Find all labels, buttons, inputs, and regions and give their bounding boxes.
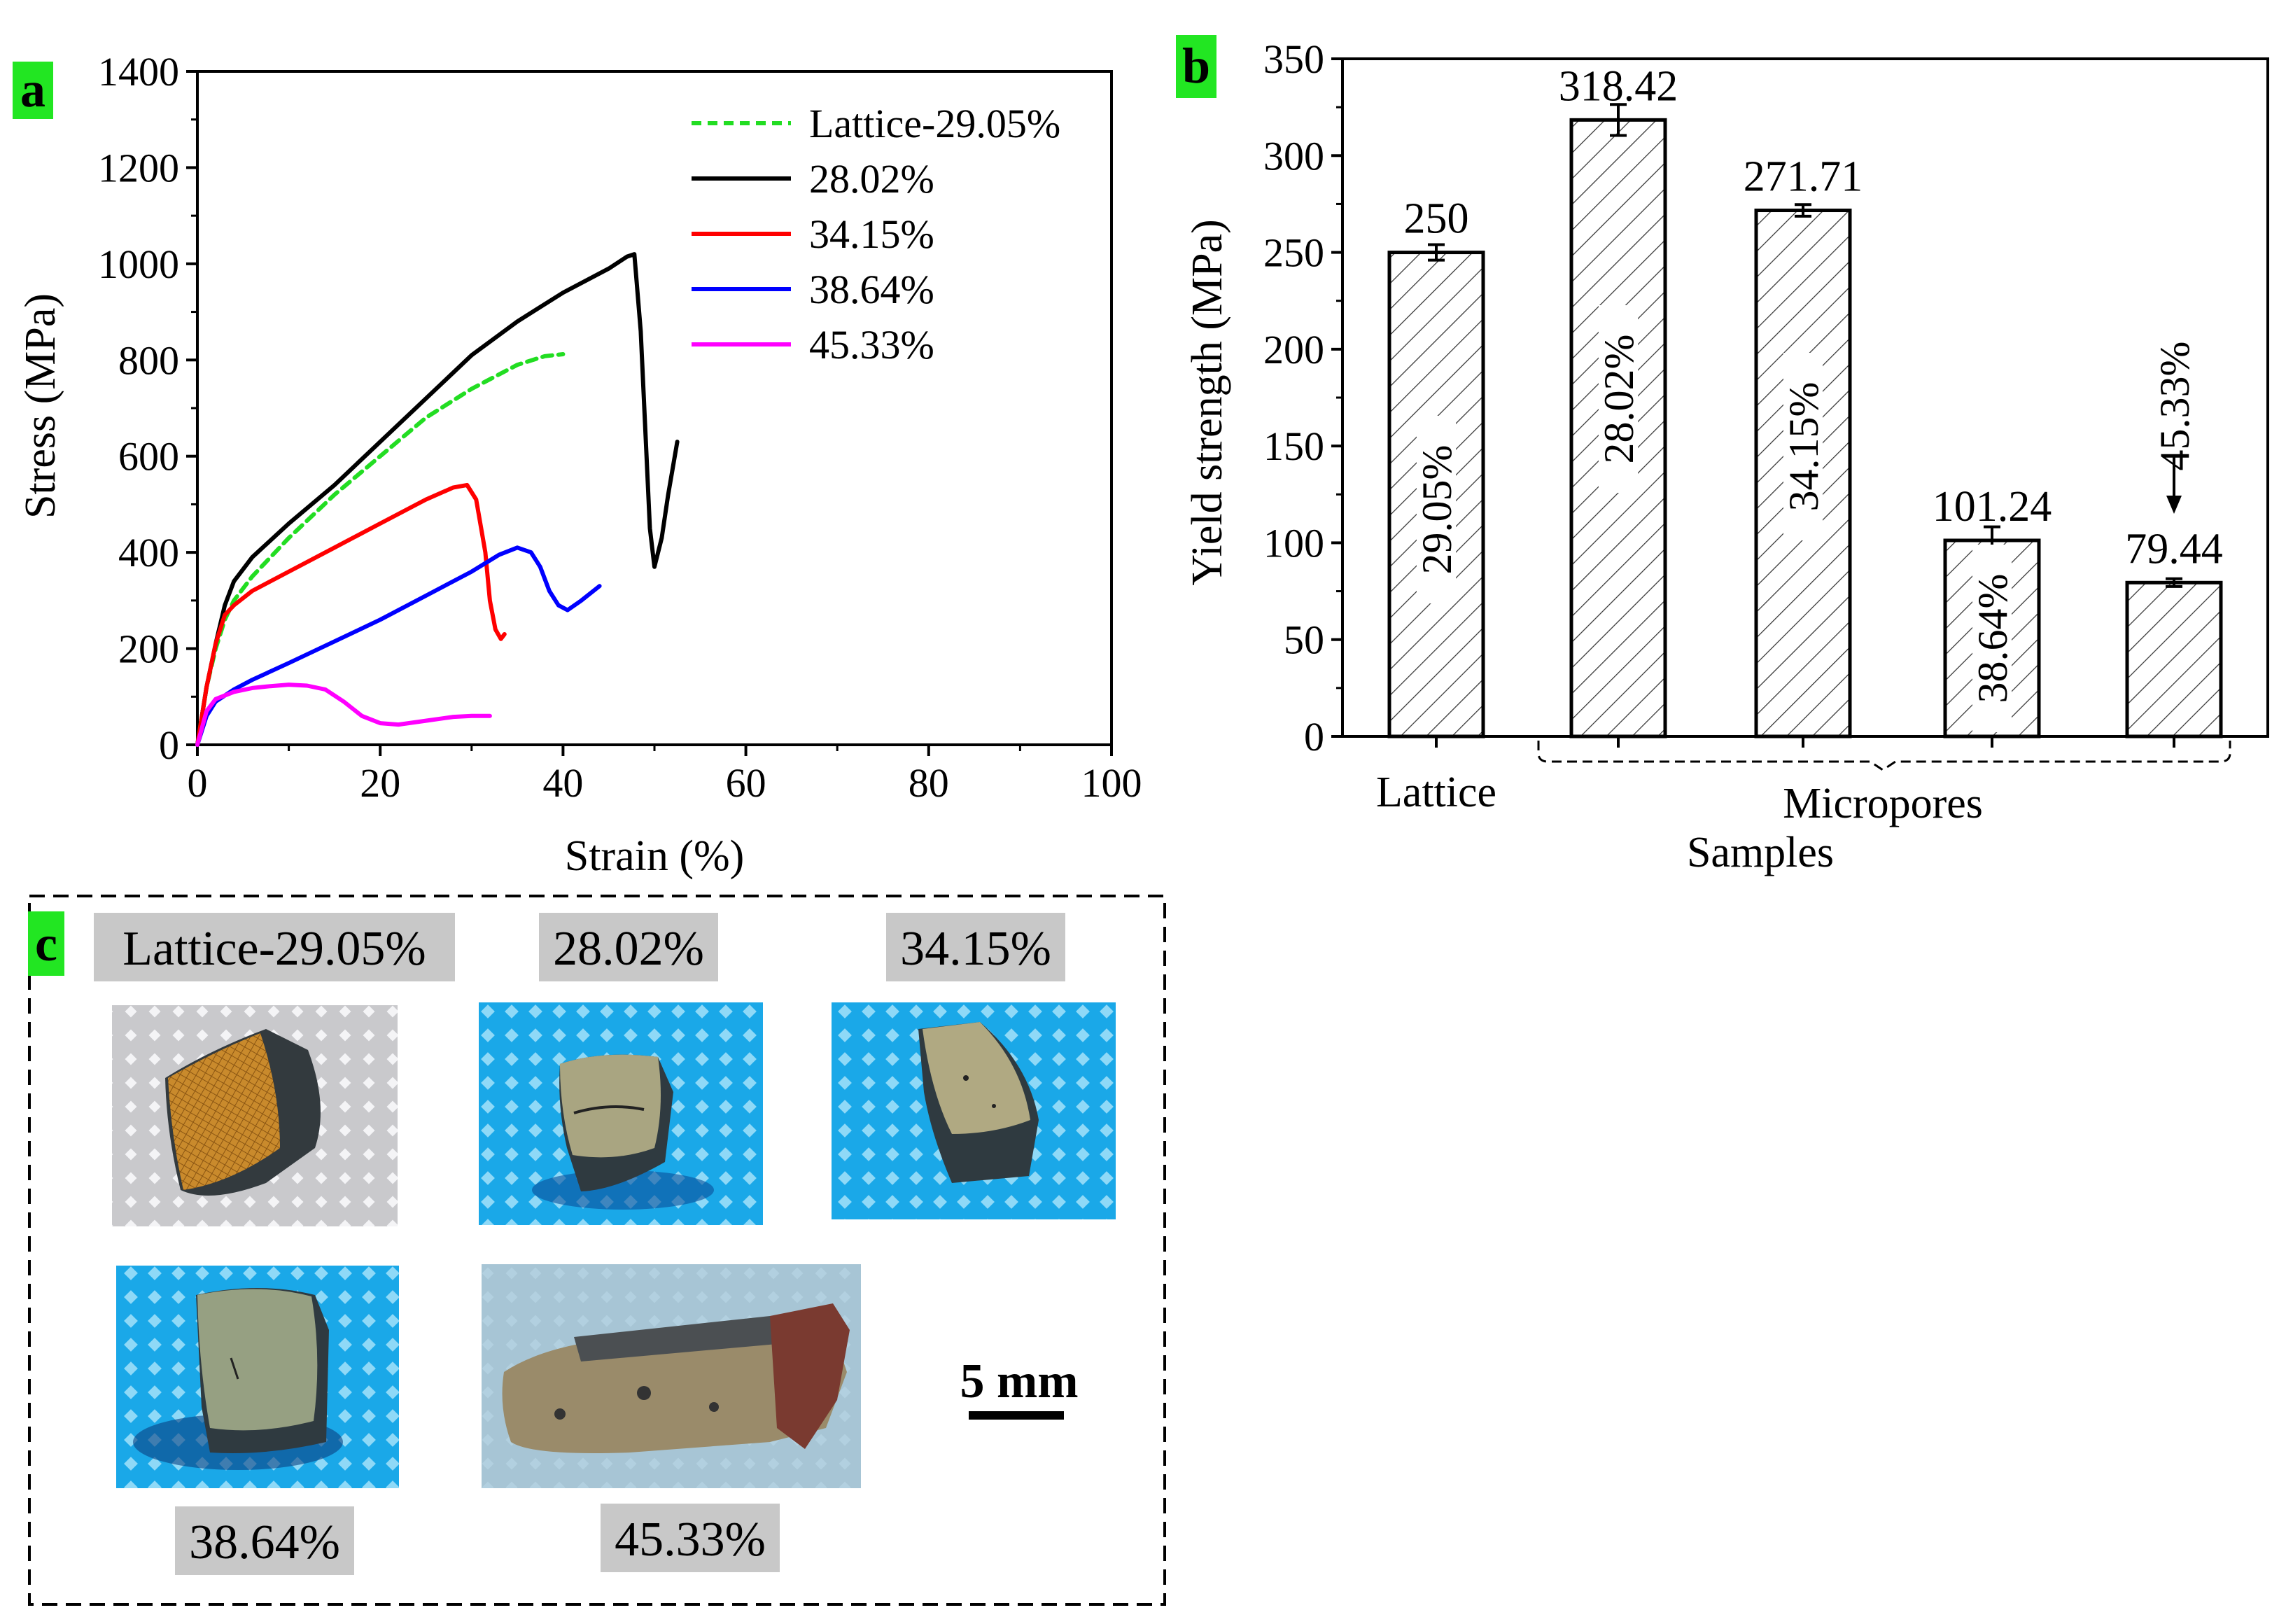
panel-a-tag: a bbox=[20, 62, 45, 118]
label-bg bbox=[601, 1504, 780, 1572]
x-axis-label: Samples bbox=[1687, 829, 1834, 876]
series-line-2 bbox=[195, 482, 507, 747]
y-tick-label: 1000 bbox=[98, 241, 179, 287]
panel-c: c Lattice-29.05% 28.02% 34.15% 38.64% 45… bbox=[28, 895, 1166, 1606]
legend-label-1: 28.02% bbox=[809, 156, 934, 202]
value-label-1: 318.42 bbox=[1559, 62, 1678, 110]
y-tick-label: 800 bbox=[118, 337, 179, 383]
photo-sample-28 bbox=[479, 1002, 763, 1225]
category-label-3: 38.64% bbox=[1970, 574, 2016, 704]
plot-frame bbox=[196, 70, 1113, 746]
value-label-4: 79.44 bbox=[2125, 525, 2223, 573]
x-axis-label: Strain (%) bbox=[565, 832, 745, 880]
category-label-bg bbox=[1599, 305, 1638, 493]
y-tick-label: 1400 bbox=[98, 49, 179, 94]
category-label-bg bbox=[1972, 545, 2012, 732]
group-label-micropores: Micropores bbox=[1783, 780, 1983, 827]
y-tick-label: 250 bbox=[1263, 230, 1324, 276]
y-tick-label: 400 bbox=[118, 530, 179, 575]
legend-label-4: 45.33% bbox=[809, 322, 934, 368]
y-tick-label: 200 bbox=[1263, 327, 1324, 372]
x-tick-label: 100 bbox=[1081, 760, 1142, 806]
panel-a: a 0 20 40 60 80 1000200400600800100012001400 … bbox=[13, 49, 1142, 880]
y-tick-label: 50 bbox=[1284, 617, 1324, 663]
annotation-arrow-head bbox=[2166, 496, 2182, 514]
category-label-0: 29.05% bbox=[1414, 445, 1460, 575]
photo-sample-34 bbox=[832, 1002, 1116, 1219]
photo-lattice-sample bbox=[112, 1005, 398, 1226]
photo-label-45: 45.33% bbox=[615, 1513, 766, 1567]
label-bg bbox=[886, 913, 1065, 981]
scale-bar bbox=[969, 1411, 1064, 1420]
series-line-3 bbox=[195, 545, 602, 747]
y-tick-label: 200 bbox=[118, 626, 179, 672]
micropores-bracket bbox=[1537, 741, 2231, 771]
photo-sample-38 bbox=[116, 1266, 399, 1488]
value-label-3: 101.24 bbox=[1933, 483, 2052, 531]
panel-c-tag-bg bbox=[28, 911, 64, 976]
y-axis-label: Yield strength (MPa) bbox=[1184, 219, 1231, 586]
y-tick-label: 350 bbox=[1263, 36, 1324, 82]
panel-b-tag-bg bbox=[1176, 35, 1216, 98]
x-tick-label: 40 bbox=[542, 760, 583, 806]
x-tick-label: 0 bbox=[188, 760, 208, 806]
scale-bar-label: 5 mm bbox=[960, 1354, 1078, 1408]
series-line-4 bbox=[195, 682, 492, 747]
x-tick-label: 60 bbox=[726, 760, 766, 806]
panel-b-tag: b bbox=[1182, 38, 1210, 94]
value-label-2: 271.71 bbox=[1744, 153, 1863, 201]
legend-label-2: 34.15% bbox=[809, 211, 934, 257]
legend-label-3: 38.64% bbox=[809, 267, 934, 312]
stress-strain-legend: Lattice-29.05% 28.02% 34.15% 38.64% 45.33% bbox=[692, 101, 1060, 368]
category-label-bg bbox=[1417, 416, 1456, 603]
x-tick-label: 80 bbox=[909, 760, 949, 806]
category-label-bg bbox=[1783, 353, 1823, 540]
series-line-1 bbox=[195, 252, 680, 747]
y-tick-label: 600 bbox=[118, 434, 179, 479]
panel-b: b 0 50 100 150 200 250 300 350 250 318.42 271.71 10… bbox=[1176, 35, 2269, 876]
y-axis-label: Stress (MPa) bbox=[17, 293, 64, 519]
photo-label-34: 34.15% bbox=[900, 922, 1051, 976]
yield-strength-plot: 0 50 100 150 200 250 300 350 250 318.42 271.71 101.… bbox=[1263, 36, 2269, 760]
group-label-lattice: Lattice bbox=[1376, 769, 1496, 816]
category-label-1: 28.02% bbox=[1596, 335, 1642, 464]
label-bg bbox=[175, 1506, 354, 1575]
label-bg bbox=[94, 913, 455, 981]
y-tick-label: 1200 bbox=[98, 145, 179, 190]
photo-label-28: 28.02% bbox=[553, 922, 704, 976]
photo-label-lattice: Lattice-29.05% bbox=[122, 922, 426, 976]
y-tick-label: 0 bbox=[159, 722, 179, 768]
legend-label-0: Lattice-29.05% bbox=[809, 101, 1060, 146]
panel-a-tag-bg bbox=[13, 62, 53, 119]
bar-4 bbox=[2125, 580, 2223, 738]
panel-c-tag: c bbox=[35, 916, 57, 972]
category-label-2: 34.15% bbox=[1781, 382, 1827, 512]
panel-c-frame bbox=[28, 895, 1166, 1606]
y-tick-label: 100 bbox=[1263, 520, 1324, 566]
y-tick-label: 150 bbox=[1263, 424, 1324, 469]
photo-sample-45 bbox=[482, 1264, 861, 1488]
y-tick-label: 300 bbox=[1263, 133, 1324, 178]
y-tick-label: 0 bbox=[1304, 714, 1324, 760]
photo-label-38: 38.64% bbox=[189, 1516, 340, 1569]
annotation-label: 45.33% bbox=[2152, 342, 2198, 471]
x-tick-label: 20 bbox=[360, 760, 400, 806]
label-bg bbox=[539, 913, 718, 981]
value-label-0: 250 bbox=[1404, 195, 1469, 243]
